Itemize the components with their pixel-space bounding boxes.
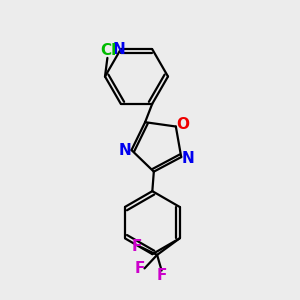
Text: N: N	[182, 151, 194, 166]
Text: N: N	[112, 42, 125, 57]
Text: F: F	[132, 239, 142, 254]
Text: O: O	[176, 117, 189, 132]
Text: F: F	[157, 268, 167, 284]
Text: Cl: Cl	[100, 43, 116, 58]
Text: N: N	[118, 142, 131, 158]
Text: F: F	[135, 262, 146, 277]
